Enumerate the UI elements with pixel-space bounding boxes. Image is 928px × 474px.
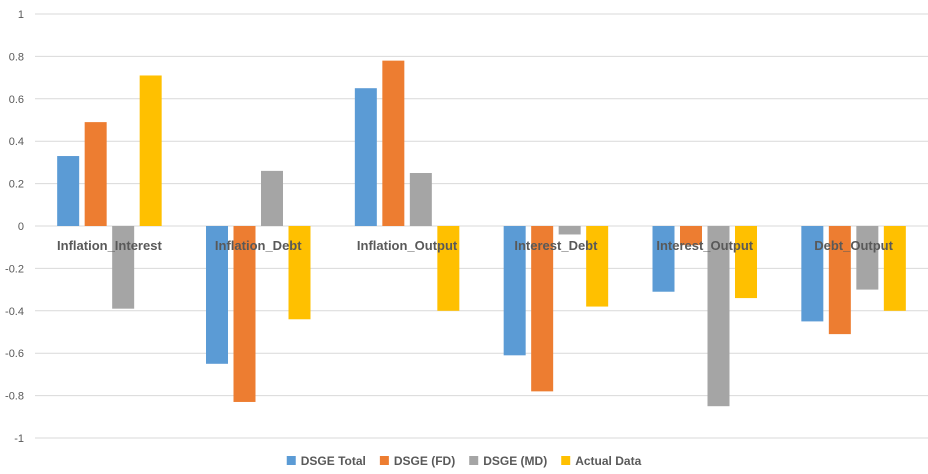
legend-label: Actual Data [575, 454, 641, 468]
y-tick-label: 1 [18, 9, 24, 21]
category-label: Interest_Debt [514, 238, 598, 253]
y-tick-label: -0.8 [5, 391, 24, 403]
bar-interest-output-dsge-total [652, 226, 675, 292]
legend-swatch [379, 456, 389, 465]
legend: DSGE Total DSGE (FD) DSGE (MD) Actual Data [286, 454, 642, 468]
category-labels: Inflation_Interest Inflation_Debt Inflatio… [57, 238, 894, 253]
bar-inflation-interest-actual-data [139, 75, 162, 226]
bar-interest-debt-dsge-fd [531, 226, 554, 392]
legend-item: DSGE (MD) [469, 454, 547, 468]
y-tick-label: -0.2 [5, 263, 24, 275]
bar-inflation-interest-dsge-total [57, 156, 80, 226]
bar-debt-output-dsge-total [801, 226, 824, 322]
bar-debt-output-actual-data [883, 226, 906, 311]
category-label: Debt_Output [814, 238, 893, 253]
bar-inflation-output-dsge-md [409, 173, 432, 226]
bar-interest-debt-dsge-md [558, 226, 581, 235]
category-label: Inflation_Interest [57, 238, 162, 253]
y-tick-label: 0.4 [9, 136, 24, 148]
legend-label: DSGE (FD) [394, 454, 455, 468]
y-tick-label: 0.8 [9, 51, 24, 63]
y-tick-label: 0 [18, 221, 24, 233]
bar-inflation-debt-dsge-fd [233, 226, 256, 402]
bar-inflation-interest-dsge-fd [84, 122, 107, 226]
y-axis-ticks: 1 0.8 0.6 0.4 0.2 0 -0.2 -0.4 -0.6 -0.8 -1 [5, 9, 24, 445]
legend-item: DSGE Total [286, 454, 366, 468]
bar-inflation-debt-actual-data [288, 226, 311, 320]
bar-inflation-debt-dsge-md [261, 170, 283, 226]
legend-swatch [469, 456, 479, 465]
bar-debt-output-dsge-fd [828, 226, 851, 335]
y-tick-label: -1 [14, 433, 24, 445]
category-label: Inflation_Output [357, 238, 458, 253]
legend-swatch [286, 456, 296, 465]
bar-inflation-debt-dsge-total [206, 226, 228, 364]
category-label: Inflation_Debt [215, 238, 302, 253]
bar-inflation-output-dsge-fd [382, 60, 405, 226]
bars [57, 60, 906, 407]
bar-inflation-interest-dsge-md [112, 226, 135, 309]
y-tick-label: -0.6 [5, 348, 24, 360]
bar-inflation-output-dsge-total [354, 88, 377, 226]
y-tick-label: 0.6 [9, 94, 24, 106]
y-tick-label: 0.2 [9, 179, 24, 191]
legend-item: DSGE (FD) [379, 454, 455, 468]
gridlines [35, 13, 928, 439]
bar-interest-output-dsge-fd [680, 226, 702, 246]
y-tick-label: -0.4 [5, 306, 24, 318]
bar-debt-output-dsge-md [856, 226, 879, 290]
legend-label: DSGE Total [301, 454, 366, 468]
category-label: Interest_Output [656, 238, 753, 253]
legend-label: DSGE (MD) [483, 454, 547, 468]
bar-interest-debt-dsge-total [503, 226, 526, 356]
bar-interest-output-dsge-md [707, 226, 730, 407]
bar-inflation-output-actual-data [437, 226, 460, 311]
bar-interest-output-actual-data [735, 226, 757, 299]
legend-item: Actual Data [561, 454, 642, 468]
legend-swatch [561, 456, 571, 465]
bar-interest-debt-actual-data [586, 226, 609, 307]
